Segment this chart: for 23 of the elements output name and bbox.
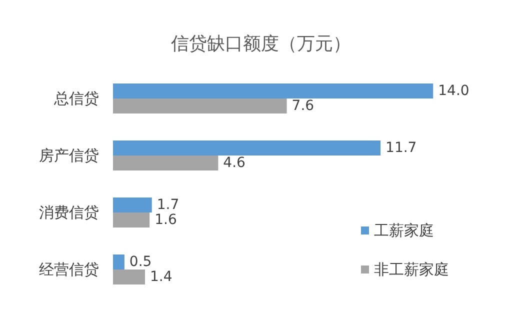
- bar: [113, 84, 434, 98]
- chart-title: 信贷缺口额度（万元）: [171, 34, 351, 54]
- data-label: 1.6: [154, 212, 177, 228]
- y-tick-label: 房产信贷: [39, 146, 99, 164]
- data-label: 0.5: [129, 254, 152, 270]
- data-label: 1.7: [156, 197, 180, 213]
- legend-label: 非工薪家庭: [374, 260, 449, 278]
- bar: [113, 270, 146, 284]
- data-label: 4.6: [223, 155, 246, 171]
- bar: [113, 254, 124, 270]
- legend-label: 工薪家庭: [374, 222, 434, 240]
- data-label: 7.6: [292, 98, 314, 114]
- data-label: 11.7: [386, 140, 417, 156]
- data-label: 14.0: [438, 83, 470, 99]
- bar: [113, 198, 152, 212]
- bar: [113, 156, 218, 170]
- bar: [113, 98, 287, 114]
- bar: [113, 212, 150, 228]
- data-label: 1.4: [150, 269, 172, 285]
- y-tick-label: 经营信贷: [39, 260, 99, 278]
- y-tick-label: 总信贷: [53, 90, 99, 108]
- y-tick-label: 消费信贷: [39, 204, 99, 222]
- bar: [113, 140, 381, 156]
